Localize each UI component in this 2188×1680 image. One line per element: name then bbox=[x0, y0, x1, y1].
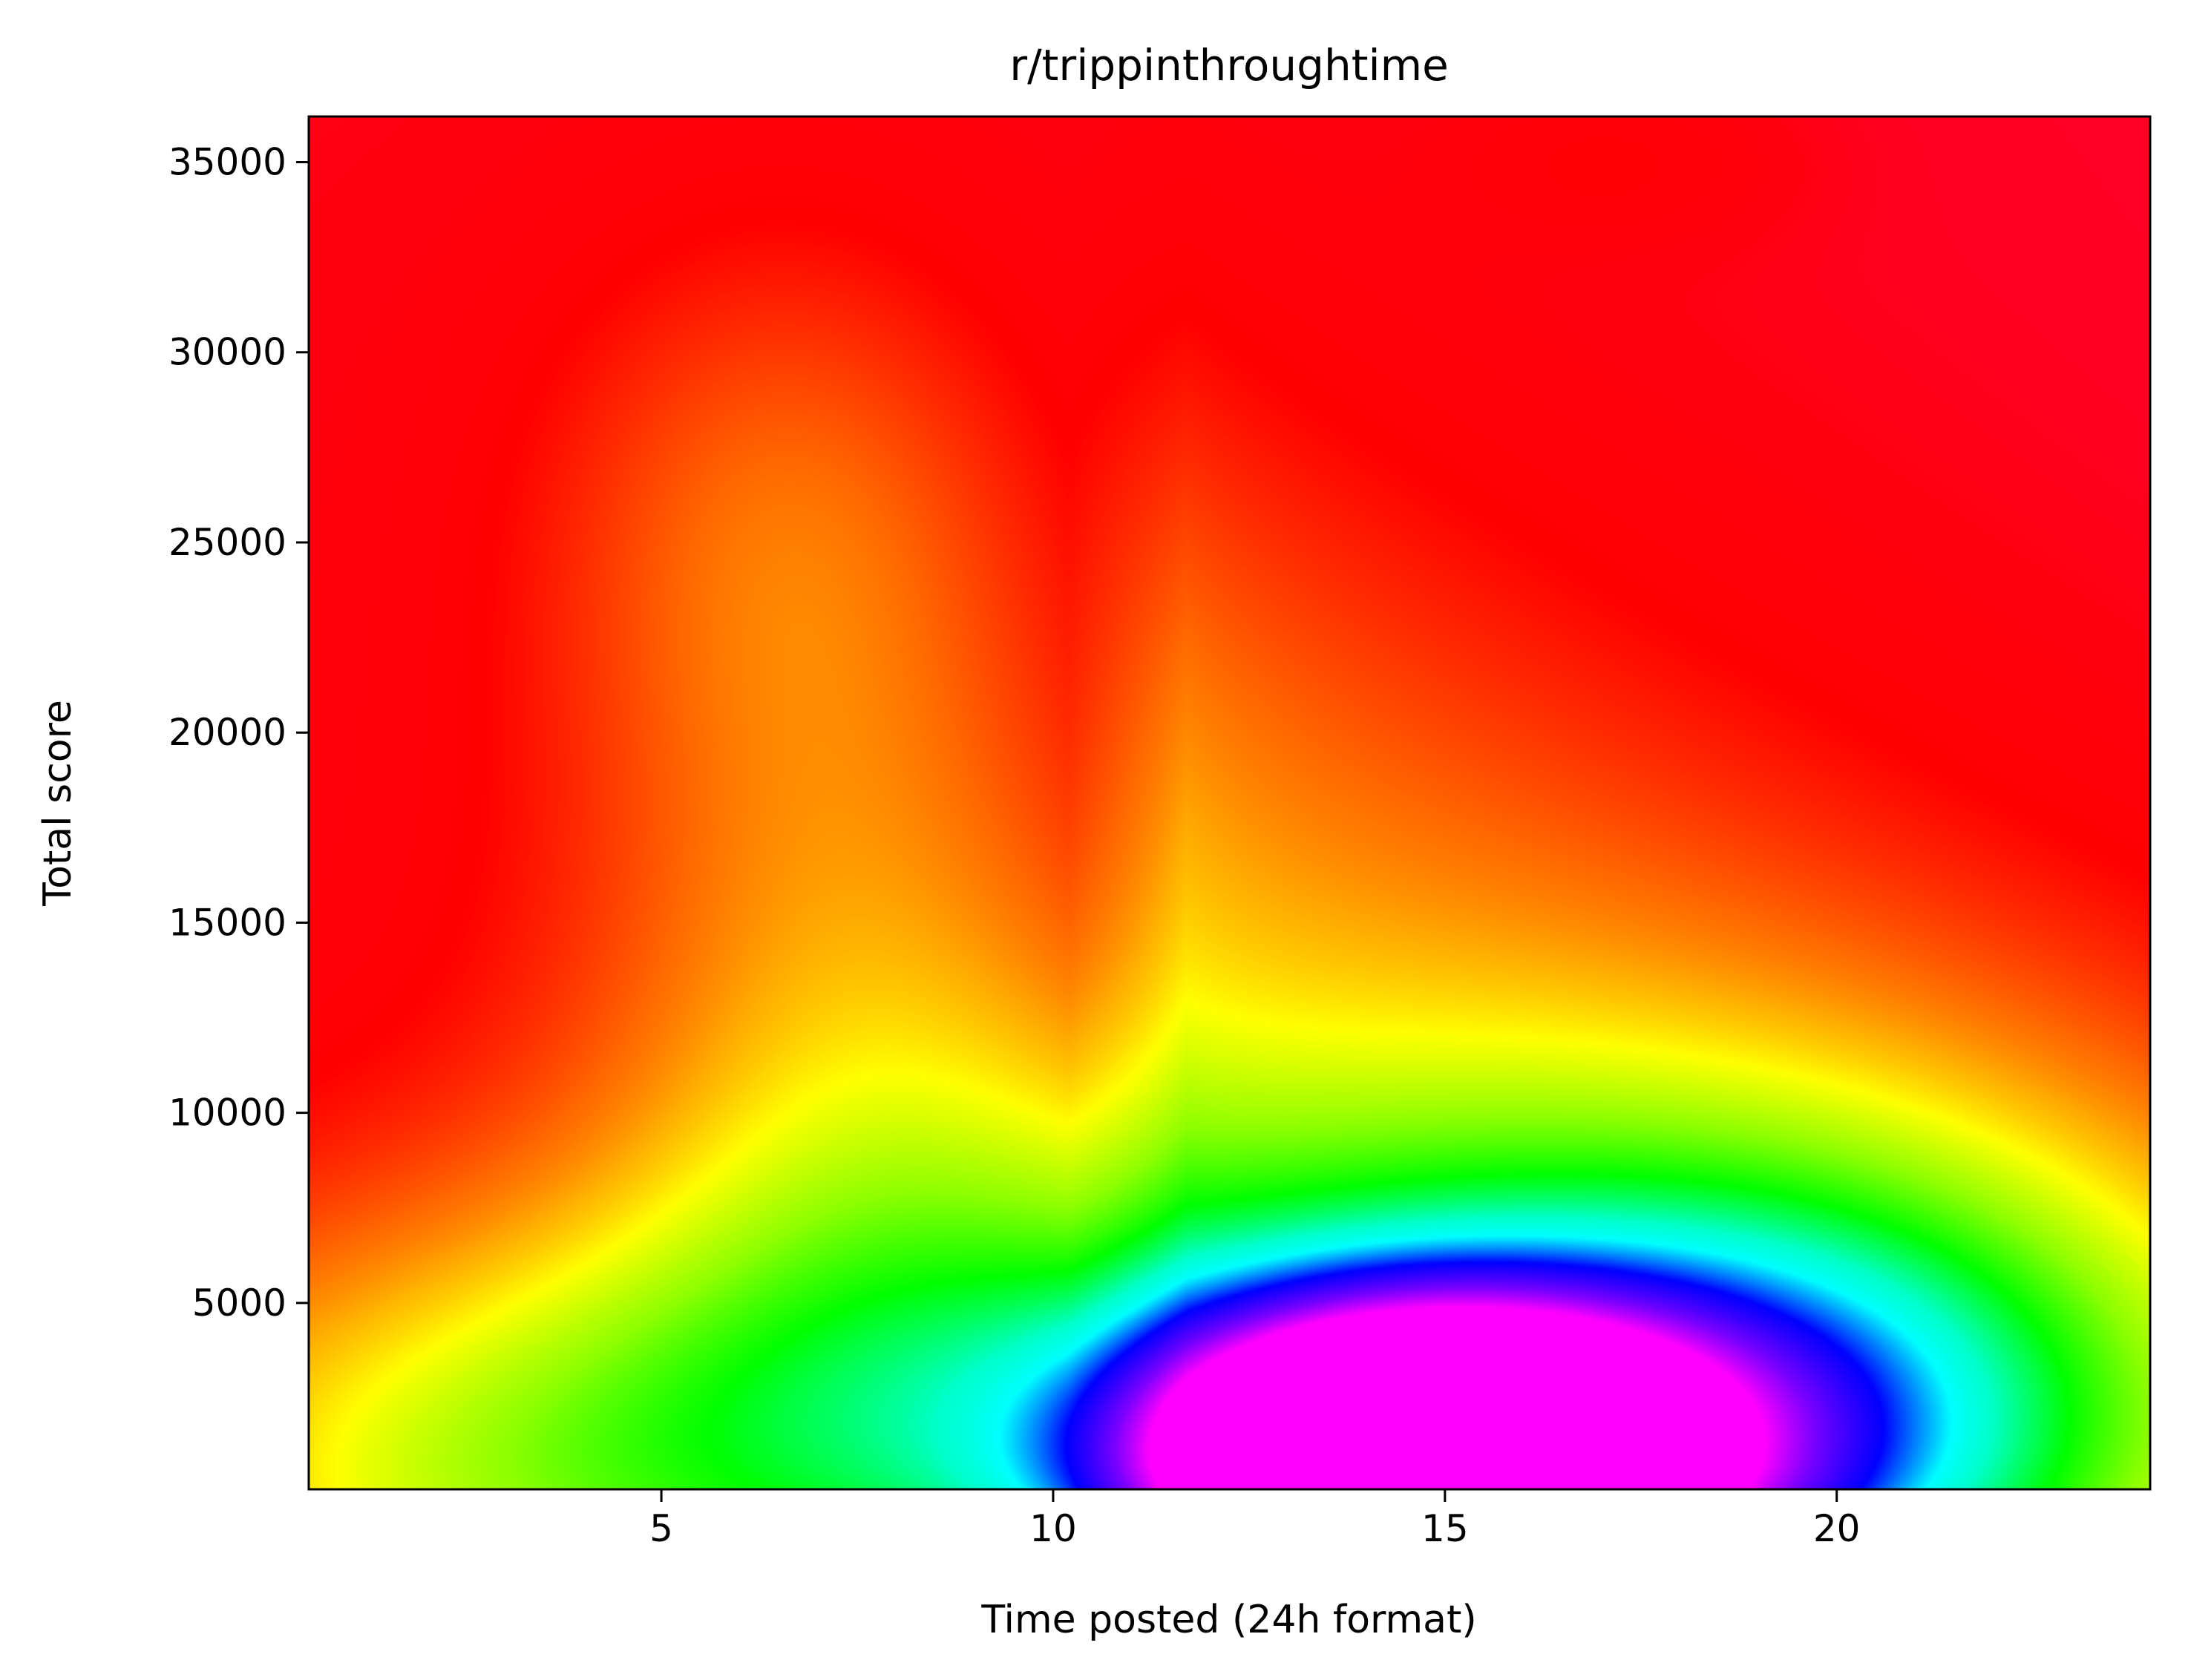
density-surface bbox=[309, 117, 2150, 1489]
plot-frame bbox=[307, 115, 2152, 1491]
y-tick-label: 20000 bbox=[168, 711, 286, 754]
y-axis-label: Total score bbox=[36, 700, 80, 907]
plot-area bbox=[307, 115, 2152, 1491]
y-tick-label: 30000 bbox=[168, 331, 286, 374]
y-axis: 5000 10000 15000 20000 25000 30000 35000 bbox=[168, 140, 309, 1325]
x-tick-label: 10 bbox=[1029, 1507, 1077, 1550]
y-tick-label: 5000 bbox=[192, 1282, 286, 1325]
x-tick-label: 15 bbox=[1421, 1507, 1469, 1550]
chart-title: r/trippinthroughtime bbox=[1009, 40, 1449, 91]
y-tick-label: 25000 bbox=[168, 521, 286, 564]
x-axis-label: Time posted (24h format) bbox=[980, 1598, 1476, 1642]
x-tick-label: 20 bbox=[1813, 1507, 1861, 1550]
x-axis: 5 10 15 20 bbox=[649, 1489, 1861, 1550]
y-tick-label: 15000 bbox=[168, 901, 286, 944]
y-tick-label: 10000 bbox=[168, 1092, 286, 1135]
x-tick-label: 5 bbox=[649, 1507, 673, 1550]
y-tick-label: 35000 bbox=[168, 140, 286, 183]
